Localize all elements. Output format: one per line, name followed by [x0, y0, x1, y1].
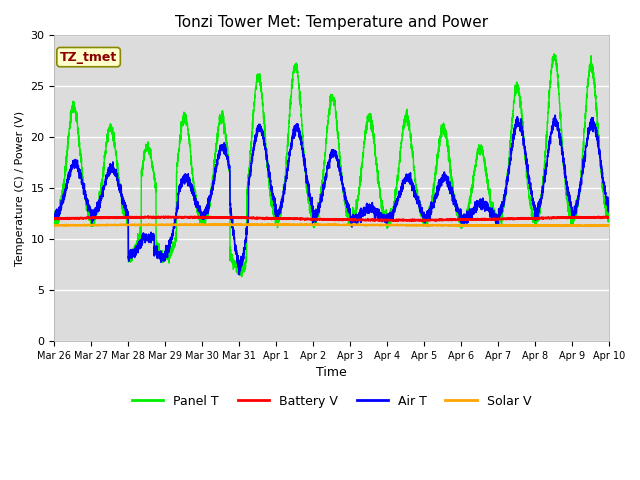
Air T: [605, 203, 612, 208]
Air T: [311, 214, 319, 219]
Solar V: [605, 222, 612, 228]
Panel T: [605, 218, 612, 224]
Solar V: [573, 223, 581, 229]
Panel T: [605, 218, 612, 224]
Battery V: [150, 214, 158, 220]
Legend: Panel T, Battery V, Air T, Solar V: Panel T, Battery V, Air T, Solar V: [127, 390, 536, 413]
Air T: [488, 211, 495, 217]
Panel T: [311, 210, 319, 216]
Panel T: [426, 212, 433, 217]
Y-axis label: Temperature (C) / Power (V): Temperature (C) / Power (V): [15, 110, 25, 265]
Battery V: [605, 215, 612, 220]
Battery V: [456, 217, 464, 223]
Line: Battery V: Battery V: [54, 216, 609, 221]
Air T: [456, 212, 464, 217]
Panel T: [488, 206, 495, 212]
Line: Solar V: Solar V: [54, 224, 609, 226]
Line: Air T: Air T: [54, 115, 609, 275]
Title: Tonzi Tower Met: Temperature and Power: Tonzi Tower Met: Temperature and Power: [175, 15, 488, 30]
Solar V: [150, 222, 158, 228]
Battery V: [394, 218, 402, 224]
Battery V: [311, 216, 319, 222]
Battery V: [426, 217, 433, 223]
Solar V: [311, 222, 319, 228]
Text: TZ_tmet: TZ_tmet: [60, 50, 117, 64]
Solar V: [426, 222, 433, 228]
Panel T: [550, 51, 558, 57]
Battery V: [488, 216, 495, 222]
Panel T: [51, 209, 58, 215]
Panel T: [150, 175, 158, 180]
Air T: [51, 213, 58, 219]
Solar V: [605, 223, 612, 228]
Battery V: [605, 215, 612, 220]
Solar V: [456, 222, 464, 228]
Panel T: [238, 274, 246, 280]
Solar V: [316, 221, 323, 227]
Line: Panel T: Panel T: [54, 54, 609, 277]
Air T: [605, 204, 612, 210]
Battery V: [145, 213, 152, 219]
Air T: [552, 112, 559, 118]
Solar V: [488, 222, 495, 228]
Solar V: [51, 223, 58, 228]
X-axis label: Time: Time: [316, 366, 347, 379]
Air T: [236, 272, 243, 277]
Battery V: [51, 216, 58, 222]
Air T: [150, 234, 158, 240]
Panel T: [456, 218, 464, 224]
Air T: [426, 209, 433, 215]
